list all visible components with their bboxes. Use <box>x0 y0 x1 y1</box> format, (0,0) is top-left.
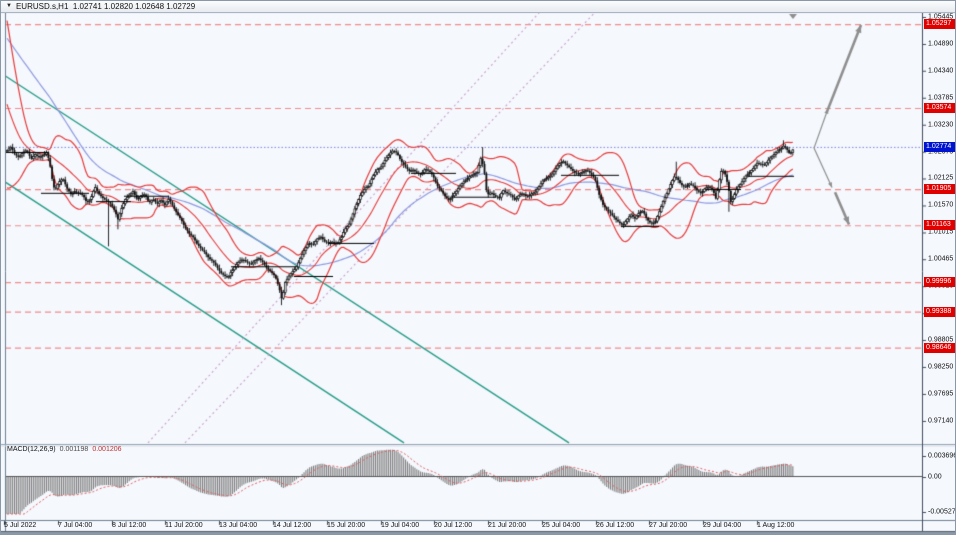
price-tick-label: 0.98805 <box>928 336 954 344</box>
macd-indicator-label: MACD(12,26,9) 0.001198 0.001206 <box>7 446 122 453</box>
level-price-badge: 1.01905 <box>924 184 955 195</box>
time-tick-label: 29 Jul 04:00 <box>703 522 742 529</box>
price-tick-label: 0.98250 <box>928 363 954 371</box>
macd-scale-label: 0.00 <box>928 473 942 481</box>
price-tick-label: 0.97140 <box>928 417 954 425</box>
window-menu-icon[interactable]: ▼ <box>6 3 12 9</box>
price-tick-label: 1.01015 <box>928 228 954 236</box>
time-tick-label: 19 Jul 04:00 <box>381 522 420 529</box>
time-tick-label: 8 Jul 12:00 <box>112 522 147 529</box>
time-tick-label: 13 Jul 04:00 <box>219 522 258 529</box>
macd-signal-value: 0.001206 <box>92 446 122 453</box>
time-tick-label: 27 Jul 20:00 <box>649 522 688 529</box>
chart-symbol-title: EURUSD.s,H1 <box>15 2 69 11</box>
price-tick-label: 1.01570 <box>928 201 954 209</box>
price-tick-label: 1.00465 <box>928 255 954 263</box>
time-tick-label: 26 Jul 12:00 <box>596 522 635 529</box>
time-tick-label: 1 Aug 12:00 <box>757 522 795 529</box>
price-tick-label: 1.03785 <box>928 94 954 102</box>
time-tick-label: 25 Jul 04:00 <box>542 522 581 529</box>
price-tick-label: 1.03230 <box>928 121 954 129</box>
macd-scale-label: 0.003696 <box>928 452 956 460</box>
level-price-badge: 1.01163 <box>924 220 955 231</box>
price-tick-label: 1.05445 <box>928 13 954 21</box>
price-tick-label: 1.04890 <box>928 40 954 48</box>
macd-name: MACD(12,26,9) <box>7 446 56 453</box>
level-price-badge: 0.98646 <box>924 342 955 353</box>
time-tick-label: 7 Jul 04:00 <box>58 522 93 529</box>
price-tick-label: 0.97695 <box>928 390 954 398</box>
level-price-badge: 0.99388 <box>924 306 955 317</box>
price-tick-label: 1.04340 <box>928 67 954 75</box>
title-bar[interactable]: ▼ EURUSD.s,H1 1.02741 1.02820 1.02648 1.0… <box>1 1 955 13</box>
level-price-badge: 0.99996 <box>924 277 955 288</box>
price-tick-label: 1.02125 <box>928 174 954 182</box>
time-tick-label: 20 Jul 12:00 <box>434 522 473 529</box>
chart-ohlc-values: 1.02741 1.02820 1.02648 1.02729 <box>72 2 196 11</box>
time-tick-label: 11 Jul 20:00 <box>165 522 203 529</box>
time-tick-label: 21 Jul 20:00 <box>488 522 527 529</box>
macd-main-value: 0.001198 <box>59 446 89 453</box>
level-price-badge: 1.05297 <box>924 19 955 30</box>
time-tick-label: 5 Jul 2022 <box>4 522 37 529</box>
time-tick-label: 14 Jul 12:00 <box>273 522 312 529</box>
macd-scale-label: -0.00527 <box>928 508 956 516</box>
time-tick-label: 15 Jul 20:00 <box>327 522 366 529</box>
current-price-badge: 1.02774 <box>924 141 955 152</box>
level-price-badge: 1.03574 <box>924 103 955 113</box>
